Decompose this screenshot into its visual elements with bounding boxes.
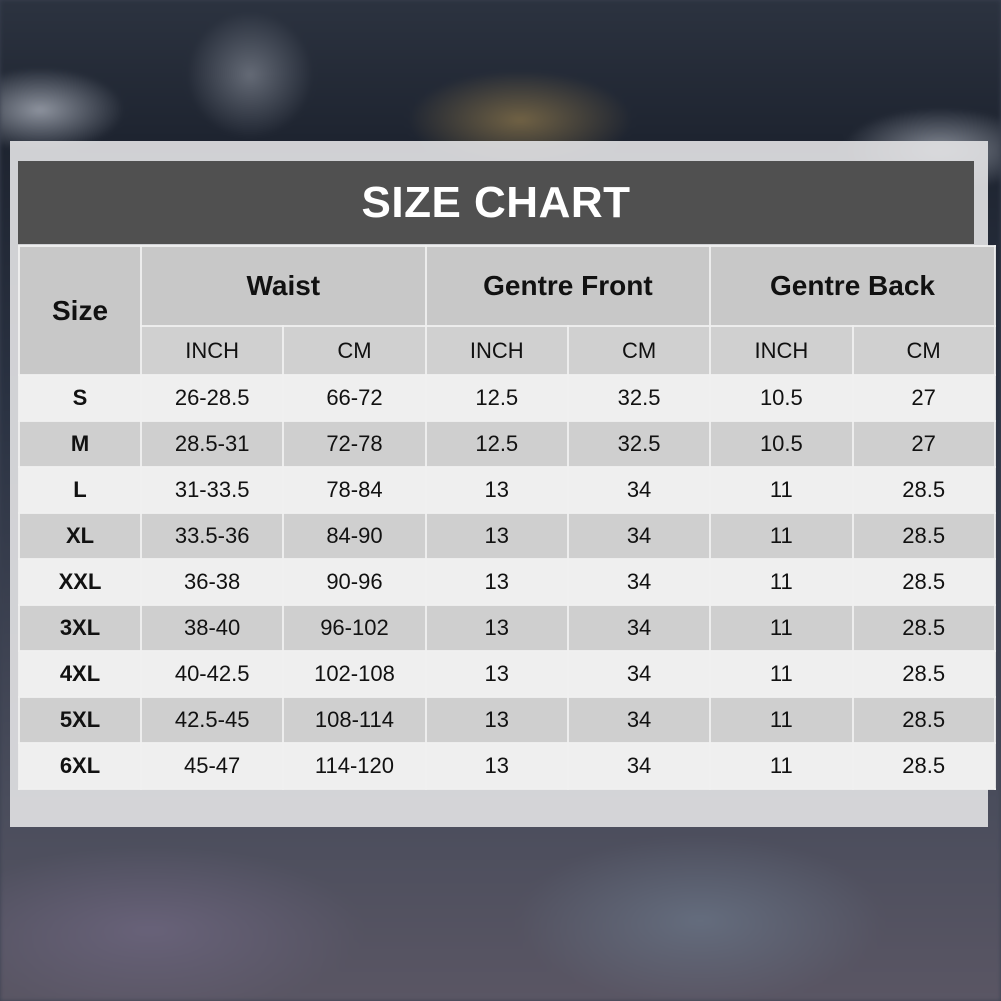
measurement-cell: 32.5 xyxy=(566,420,712,468)
measurement-cell: 11 xyxy=(709,696,854,744)
size-column-header: Size xyxy=(18,245,142,376)
table-row: 3XL 38-40 96-102 13 34 11 28.5 xyxy=(18,604,996,652)
measurement-cell: 11 xyxy=(709,512,854,560)
measurement-cell: 13 xyxy=(424,650,569,698)
measurement-cell: 96-102 xyxy=(282,604,427,652)
size-cell: 5XL xyxy=(18,696,142,744)
measurement-cell: 28.5 xyxy=(851,558,996,606)
measurement-cell: 27 xyxy=(851,374,996,422)
measurement-cell: 33.5-36 xyxy=(139,512,285,560)
measurement-cell: 90-96 xyxy=(282,558,427,606)
measurement-cell: 13 xyxy=(424,466,569,514)
measurement-cell: 34 xyxy=(566,604,712,652)
measurement-cell: 28.5 xyxy=(851,604,996,652)
table-row: XXL 36-38 90-96 13 34 11 28.5 xyxy=(18,558,996,606)
measurement-cell: 38-40 xyxy=(139,604,285,652)
unit-header: CM xyxy=(566,325,712,376)
chart-title: SIZE CHART xyxy=(18,161,974,244)
measurement-cell: 13 xyxy=(424,558,569,606)
measurement-cell: 10.5 xyxy=(709,420,854,468)
measurement-cell: 66-72 xyxy=(282,374,427,422)
size-cell: M xyxy=(18,420,142,468)
measurement-cell: 11 xyxy=(709,466,854,514)
measurement-cell: 11 xyxy=(709,650,854,698)
measurement-cell: 28.5 xyxy=(851,742,996,790)
table-row: L 31-33.5 78-84 13 34 11 28.5 xyxy=(18,466,996,514)
measurement-cell: 34 xyxy=(566,558,712,606)
size-cell: XL xyxy=(18,512,142,560)
measurement-cell: 27 xyxy=(851,420,996,468)
measurement-cell: 28.5-31 xyxy=(139,420,285,468)
centre-front-group-header: Gentre Front xyxy=(424,245,712,327)
measurement-cell: 34 xyxy=(566,466,712,514)
size-cell: S xyxy=(18,374,142,422)
measurement-cell: 28.5 xyxy=(851,650,996,698)
measurement-cell: 28.5 xyxy=(851,512,996,560)
measurement-cell: 40-42.5 xyxy=(139,650,285,698)
measurement-cell: 11 xyxy=(709,604,854,652)
unit-header-row: INCH CM INCH CM INCH CM xyxy=(19,325,996,376)
table-row: M 28.5-31 72-78 12.5 32.5 10.5 27 xyxy=(18,420,996,468)
size-cell: 6XL xyxy=(18,742,142,790)
size-chart-table: Size Waist Gentre Front Gentre Back INCH… xyxy=(18,245,996,790)
measurement-cell: 84-90 xyxy=(282,512,427,560)
measurement-cell: 13 xyxy=(424,742,569,790)
measurement-cell: 11 xyxy=(709,742,854,790)
measurement-cell: 78-84 xyxy=(282,466,427,514)
header-row: Size Waist Gentre Front Gentre Back xyxy=(18,245,996,376)
table-row: S 26-28.5 66-72 12.5 32.5 10.5 27 xyxy=(18,374,996,422)
measurement-cell: 11 xyxy=(709,558,854,606)
unit-header: INCH xyxy=(139,325,285,376)
measurement-cell: 42.5-45 xyxy=(139,696,285,744)
centre-back-group-header: Gentre Back xyxy=(709,245,996,327)
unit-header: CM xyxy=(282,325,427,376)
size-cell: 4XL xyxy=(18,650,142,698)
table-row: 6XL 45-47 114-120 13 34 11 28.5 xyxy=(18,742,996,790)
measurement-cell: 10.5 xyxy=(709,374,854,422)
measurement-cell: 12.5 xyxy=(424,420,569,468)
measurement-cell: 45-47 xyxy=(139,742,285,790)
size-cell: XXL xyxy=(18,558,142,606)
waist-group-header: Waist xyxy=(140,245,427,327)
table-row: XL 33.5-36 84-90 13 34 11 28.5 xyxy=(18,512,996,560)
unit-header: INCH xyxy=(709,325,854,376)
unit-header: CM xyxy=(851,325,996,376)
measurement-cell: 34 xyxy=(566,650,712,698)
unit-header: INCH xyxy=(424,325,569,376)
measurement-cell: 34 xyxy=(566,696,712,744)
measurement-cell: 13 xyxy=(424,512,569,560)
measurement-cell: 34 xyxy=(566,512,712,560)
measurement-cell: 34 xyxy=(566,742,712,790)
measurement-cell: 36-38 xyxy=(139,558,285,606)
measurement-cell: 32.5 xyxy=(566,374,712,422)
table-row: 4XL 40-42.5 102-108 13 34 11 28.5 xyxy=(18,650,996,698)
measurement-cell: 108-114 xyxy=(282,696,427,744)
measurement-cell: 31-33.5 xyxy=(139,466,285,514)
measurement-cell: 26-28.5 xyxy=(139,374,285,422)
measurement-cell: 13 xyxy=(424,604,569,652)
measurement-cell: 13 xyxy=(424,696,569,744)
measurement-cell: 12.5 xyxy=(424,374,569,422)
measurement-cell: 102-108 xyxy=(282,650,427,698)
size-cell: L xyxy=(18,466,142,514)
table-row: 5XL 42.5-45 108-114 13 34 11 28.5 xyxy=(18,696,996,744)
measurement-cell: 114-120 xyxy=(282,742,427,790)
measurement-cell: 28.5 xyxy=(851,466,996,514)
measurement-cell: 72-78 xyxy=(282,420,427,468)
measurement-cell: 28.5 xyxy=(851,696,996,744)
size-cell: 3XL xyxy=(18,604,142,652)
